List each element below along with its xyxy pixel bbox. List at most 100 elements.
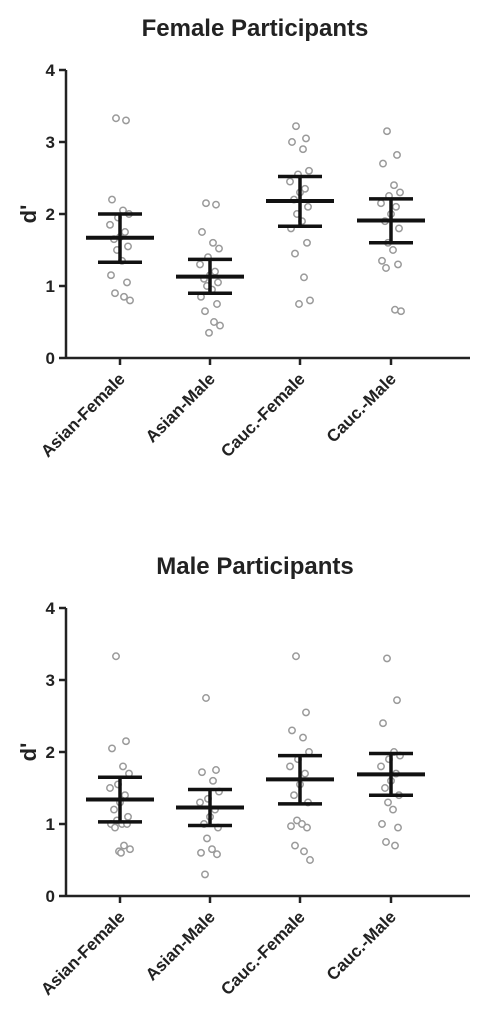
data-point <box>305 166 313 175</box>
data-point <box>119 762 127 771</box>
data-point <box>301 769 309 778</box>
group-Asian-Female <box>86 652 154 857</box>
y-tick-label: 3 <box>46 133 55 152</box>
data-point <box>389 246 397 254</box>
data-point <box>205 328 213 337</box>
group-Asian-Male <box>176 694 244 879</box>
data-point <box>287 822 295 831</box>
data-point <box>122 116 130 125</box>
data-point <box>121 228 129 236</box>
data-point <box>210 318 218 326</box>
y-tick-label: 0 <box>46 349 55 368</box>
y-tick-label: 1 <box>46 277 55 296</box>
data-point <box>213 300 221 308</box>
data-point <box>394 823 402 832</box>
y-tick-label: 1 <box>46 815 55 834</box>
data-point <box>304 202 312 211</box>
data-point <box>300 273 308 282</box>
data-point <box>215 244 223 253</box>
data-point <box>292 122 300 131</box>
chart-panel-1: Female Participants d' 0 1 2 3 4 Asian-Female As… <box>16 15 470 461</box>
data-point <box>112 652 120 661</box>
data-point <box>393 151 401 159</box>
x-tick-label: Asian-Female <box>37 907 129 999</box>
y-tick-label: 2 <box>46 205 55 224</box>
data-point <box>306 296 314 305</box>
data-point <box>377 762 385 771</box>
data-point <box>120 292 128 301</box>
data-point <box>397 307 405 316</box>
data-point <box>196 260 204 269</box>
group-Cauc.-Male <box>357 654 425 850</box>
data-point <box>112 114 120 123</box>
data-point <box>377 199 385 208</box>
data-point <box>107 271 115 280</box>
data-point <box>299 145 307 154</box>
data-point <box>123 278 131 287</box>
data-point <box>303 238 311 247</box>
chart-title: Female Participants <box>142 15 369 42</box>
data-point <box>295 300 303 308</box>
y-axis-label: d' <box>16 743 41 762</box>
data-point <box>302 134 310 143</box>
data-point <box>202 199 210 208</box>
data-point <box>389 805 397 814</box>
data-point <box>292 652 300 661</box>
data-point <box>288 726 296 735</box>
data-point <box>299 733 307 742</box>
data-point <box>288 138 296 146</box>
data-point <box>108 744 116 753</box>
data-point <box>384 798 392 807</box>
x-tick-label: Asian-Male <box>142 907 219 984</box>
data-point <box>197 848 205 857</box>
data-point <box>126 296 134 305</box>
data-point <box>286 762 294 771</box>
data-point <box>106 784 114 792</box>
data-point <box>383 654 391 663</box>
data-point <box>124 242 132 251</box>
data-point <box>126 845 134 854</box>
data-point <box>122 737 130 746</box>
data-point <box>300 847 308 856</box>
data-point <box>202 694 210 702</box>
data-point <box>291 841 299 850</box>
data-point <box>209 238 217 247</box>
y-tick-label: 4 <box>46 599 56 618</box>
data-point <box>306 856 314 864</box>
data-point <box>196 798 204 807</box>
data-point <box>124 812 132 821</box>
data-point <box>209 776 217 785</box>
group-Asian-Male <box>176 199 244 337</box>
x-tick-label: Cauc.-Male <box>323 369 400 446</box>
data-point <box>212 766 220 774</box>
y-axis-label: d' <box>16 205 41 224</box>
group-Cauc.-Male <box>357 127 425 316</box>
data-point <box>108 195 116 204</box>
data-point <box>391 841 399 850</box>
y-tick-label: 4 <box>46 61 56 80</box>
data-point <box>290 791 298 800</box>
group-Cauc.-Female <box>266 122 334 308</box>
data-point <box>214 278 222 287</box>
chart-panel-2: Male Participants d' 0 1 2 3 4 Asian-Female Asia… <box>16 553 470 999</box>
data-point <box>396 188 404 197</box>
data-point <box>216 321 224 330</box>
data-point <box>378 820 386 828</box>
data-point <box>208 845 216 854</box>
data-point <box>111 823 119 832</box>
data-point <box>213 850 221 859</box>
x-tick-label: Asian-Male <box>142 369 219 446</box>
data-point <box>382 264 390 272</box>
data-point <box>393 696 401 705</box>
data-point <box>303 823 311 832</box>
y-tick-label: 3 <box>46 671 55 690</box>
data-point <box>379 159 387 168</box>
data-point <box>390 181 398 190</box>
data-point <box>291 249 299 258</box>
data-point <box>203 834 211 843</box>
y-tick-label: 2 <box>46 743 55 762</box>
x-tick-label: Cauc.-Female <box>217 907 309 999</box>
data-point <box>201 870 209 879</box>
